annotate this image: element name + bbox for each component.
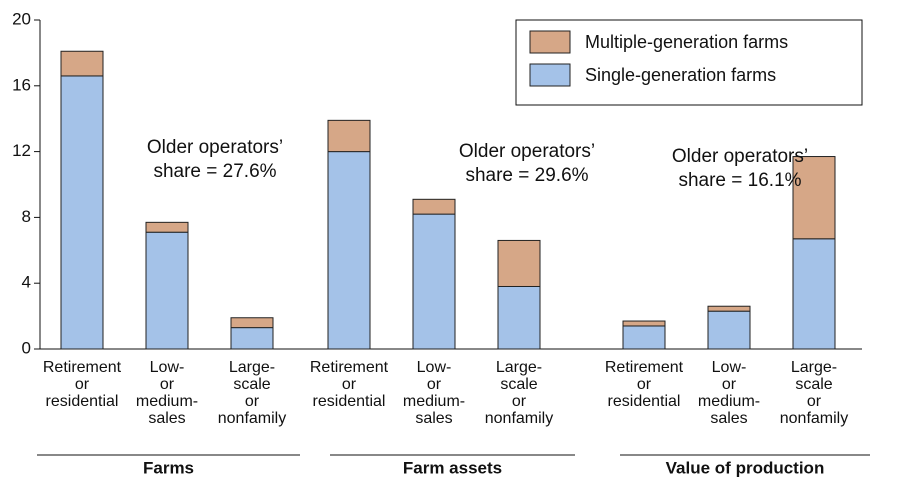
- y-tick-label: 12: [12, 141, 31, 160]
- bar-segment: [412, 213, 456, 350]
- x-tick-label: Retirement: [310, 359, 389, 376]
- x-tick-label: Low-: [712, 359, 747, 376]
- group-label: Value of production: [666, 458, 825, 477]
- x-tick-label: or: [512, 393, 527, 410]
- x-tick-label: medium-: [136, 393, 198, 410]
- bar-segment: [412, 198, 456, 215]
- bar-segment: [622, 325, 666, 350]
- annotation: Older operators’: [147, 137, 283, 158]
- x-tick-label: Retirement: [43, 359, 122, 376]
- annotation: share = 16.1%: [678, 170, 801, 191]
- bar-segment: [707, 305, 751, 312]
- legend-swatch: [529, 63, 571, 87]
- y-tick-label: 0: [22, 338, 31, 357]
- bar-segment: [707, 310, 751, 350]
- x-tick-label: or: [807, 393, 822, 410]
- legend-box: [515, 19, 863, 106]
- annotation: Older operators’: [672, 146, 808, 167]
- group-label: Farm assets: [403, 458, 502, 477]
- bar-segment: [497, 285, 541, 350]
- bar-segment: [792, 156, 836, 240]
- y-tick-label: 4: [22, 273, 31, 292]
- x-tick-label: sales: [710, 410, 747, 427]
- x-tick-label: or: [637, 376, 652, 393]
- x-tick-label: residential: [46, 393, 119, 410]
- bar-segment: [327, 119, 371, 153]
- x-tick-label: or: [427, 376, 442, 393]
- x-tick-label: scale: [795, 376, 832, 393]
- x-tick-label: Low-: [417, 359, 452, 376]
- bar-segment: [145, 231, 189, 350]
- bar-segment: [60, 75, 104, 350]
- x-tick-label: nonfamily: [780, 410, 848, 427]
- x-tick-label: nonfamily: [485, 410, 553, 427]
- x-tick-label: medium-: [698, 393, 760, 410]
- y-tick-label: 16: [12, 75, 31, 94]
- bar-segment: [622, 320, 666, 327]
- y-tick-label: 20: [12, 9, 31, 28]
- x-tick-label: or: [75, 376, 90, 393]
- annotation: share = 27.6%: [153, 161, 276, 182]
- x-tick-label: or: [160, 376, 175, 393]
- x-tick-label: or: [245, 393, 260, 410]
- x-tick-label: medium-: [403, 393, 465, 410]
- bar-segment: [497, 239, 541, 287]
- x-tick-label: sales: [148, 410, 185, 427]
- x-tick-label: scale: [500, 376, 537, 393]
- legend-label: Single-generation farms: [585, 65, 776, 85]
- bar-segment: [230, 327, 274, 350]
- x-tick-label: Large-: [229, 359, 275, 376]
- bar-segment: [327, 151, 371, 350]
- group-label: Farms: [143, 458, 194, 477]
- x-tick-label: Large-: [791, 359, 837, 376]
- x-tick-label: residential: [313, 393, 386, 410]
- legend-swatch: [529, 30, 571, 54]
- x-tick-label: or: [722, 376, 737, 393]
- bar-segment: [230, 317, 274, 329]
- x-tick-label: sales: [415, 410, 452, 427]
- y-tick-label: 8: [22, 207, 31, 226]
- x-tick-label: Retirement: [605, 359, 684, 376]
- x-tick-label: nonfamily: [218, 410, 286, 427]
- bar-segment: [792, 238, 836, 350]
- annotation: Older operators’: [459, 141, 595, 162]
- legend-label: Multiple-generation farms: [585, 32, 788, 52]
- x-tick-label: Low-: [150, 359, 185, 376]
- x-tick-label: residential: [608, 393, 681, 410]
- x-tick-label: or: [342, 376, 357, 393]
- annotation: share = 29.6%: [465, 165, 588, 186]
- x-tick-label: scale: [233, 376, 270, 393]
- x-tick-label: Large-: [496, 359, 542, 376]
- bar-segment: [145, 221, 189, 233]
- bar-segment: [60, 50, 104, 77]
